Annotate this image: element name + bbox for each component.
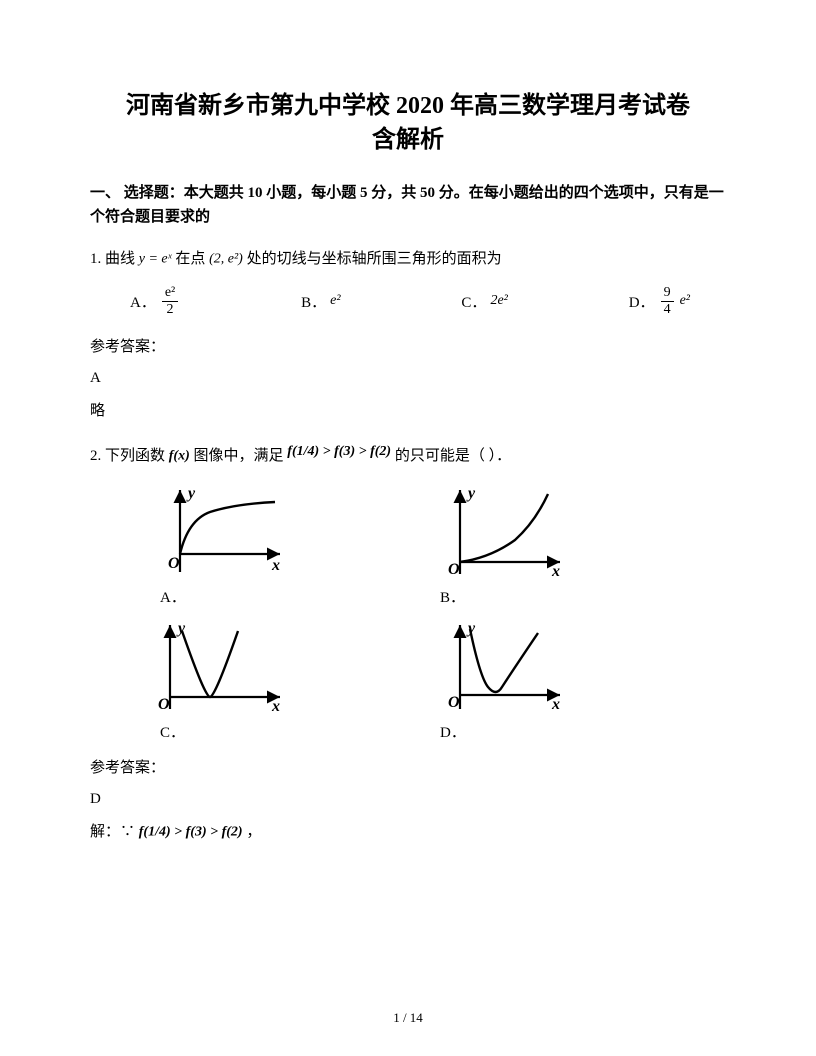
q1-option-d: D． 9 4 e² bbox=[629, 285, 690, 317]
svg-text:y: y bbox=[176, 620, 186, 637]
q1-c-val: 2e² bbox=[490, 293, 507, 309]
q1-b-label: B． bbox=[301, 291, 326, 312]
q2-graph-b: O x y B． bbox=[430, 482, 670, 607]
q1-option-b: B． e² bbox=[301, 291, 340, 312]
svg-text:O: O bbox=[448, 561, 460, 578]
svg-text:x: x bbox=[551, 696, 560, 713]
q1-b-val: e² bbox=[330, 293, 340, 309]
q1-options: A． e² 2 B． e² C． 2e² D． 9 4 e² bbox=[130, 285, 690, 317]
section-intro: 一、 选择题：本大题共 10 小题，每小题 5 分，共 50 分。在每小题给出的… bbox=[90, 181, 726, 229]
q1-a-den: 2 bbox=[164, 302, 177, 317]
q1-prefix: 1. 曲线 bbox=[90, 251, 135, 267]
q1-a-frac: e² 2 bbox=[162, 285, 178, 317]
q1-d-frac: 9 4 bbox=[661, 285, 674, 317]
q1-a-label: A． bbox=[130, 291, 156, 312]
q2-label-c: C． bbox=[160, 721, 185, 742]
title-line-1: 河南省新乡市第九中学校 2020 年高三数学理月考试卷 bbox=[126, 93, 690, 119]
q2-sol-prefix: 解：∵ bbox=[90, 824, 135, 840]
svg-text:O: O bbox=[158, 696, 170, 713]
page: 河南省新乡市第九中学校 2020 年高三数学理月考试卷 含解析 一、 选择题：本… bbox=[0, 0, 816, 1056]
q1-answer-label: 参考答案： bbox=[90, 335, 726, 356]
graph-d-svg: O x y bbox=[430, 617, 570, 717]
q2-graph-d: O x y D． bbox=[430, 617, 670, 742]
question-2: 2. 下列函数 f(x) 图像中，满足 f(1/4) > f(3) > f(2)… bbox=[90, 444, 726, 468]
q2-graph-a: O x y A． bbox=[150, 482, 390, 607]
q1-mid-1: 在点 bbox=[175, 251, 205, 267]
q1-formula-1: y = eˣ bbox=[139, 252, 172, 267]
q2-prefix: 2. 下列函数 bbox=[90, 448, 165, 464]
q2-label-d: D． bbox=[440, 721, 466, 742]
q1-formula-2: (2, e²) bbox=[209, 252, 243, 267]
svg-text:x: x bbox=[551, 563, 560, 580]
q2-answer-label: 参考答案： bbox=[90, 756, 726, 777]
q1-d-num: 9 bbox=[661, 285, 674, 301]
q2-solution: 解：∵ f(1/4) > f(3) > f(2) ， bbox=[90, 820, 726, 844]
svg-text:O: O bbox=[448, 694, 460, 711]
q2-graph-c: O x y C． bbox=[150, 617, 390, 742]
q2-label-a: A． bbox=[160, 586, 186, 607]
q1-option-c: C． 2e² bbox=[461, 291, 507, 312]
q2-f1: f(x) bbox=[169, 448, 190, 463]
q1-d-label: D． bbox=[629, 291, 655, 312]
page-number: 1 / 14 bbox=[0, 1010, 816, 1026]
q1-c-label: C． bbox=[461, 291, 486, 312]
graph-c-svg: O x y bbox=[150, 617, 290, 717]
svg-text:y: y bbox=[466, 485, 476, 502]
graph-a-svg: O x y bbox=[150, 482, 290, 582]
q2-sol-suffix: ， bbox=[246, 824, 261, 840]
q2-graph-grid: O x y A． O x y B． O bbox=[150, 482, 670, 742]
exam-title: 河南省新乡市第九中学校 2020 年高三数学理月考试卷 含解析 bbox=[90, 90, 726, 157]
q2-answer: D bbox=[90, 791, 726, 808]
question-1: 1. 曲线 y = eˣ 在点 (2, e²) 处的切线与坐标轴所围三角形的面积… bbox=[90, 247, 726, 271]
svg-text:y: y bbox=[186, 485, 196, 502]
q1-answer: A bbox=[90, 370, 726, 387]
q2-cond: f(1/4) > f(3) > f(2) bbox=[287, 444, 391, 459]
q1-brief: 略 bbox=[90, 399, 726, 420]
svg-text:x: x bbox=[271, 698, 280, 715]
q2-label-b: B． bbox=[440, 586, 465, 607]
q2-sol-cond: f(1/4) > f(3) > f(2) bbox=[139, 824, 243, 839]
q1-d-tail: e² bbox=[680, 293, 690, 309]
q1-d-den: 4 bbox=[661, 302, 674, 317]
svg-text:x: x bbox=[271, 557, 280, 574]
q1-a-num: e² bbox=[162, 285, 178, 301]
q2-suffix: 的只可能是（ ）． bbox=[395, 448, 511, 464]
q1-option-a: A． e² 2 bbox=[130, 285, 180, 317]
graph-b-svg: O x y bbox=[430, 482, 570, 582]
q1-suffix: 处的切线与坐标轴所围三角形的面积为 bbox=[247, 251, 502, 267]
svg-text:O: O bbox=[168, 555, 180, 572]
title-line-2: 含解析 bbox=[372, 127, 444, 153]
q2-mid-1: 图像中，满足 bbox=[194, 448, 284, 464]
